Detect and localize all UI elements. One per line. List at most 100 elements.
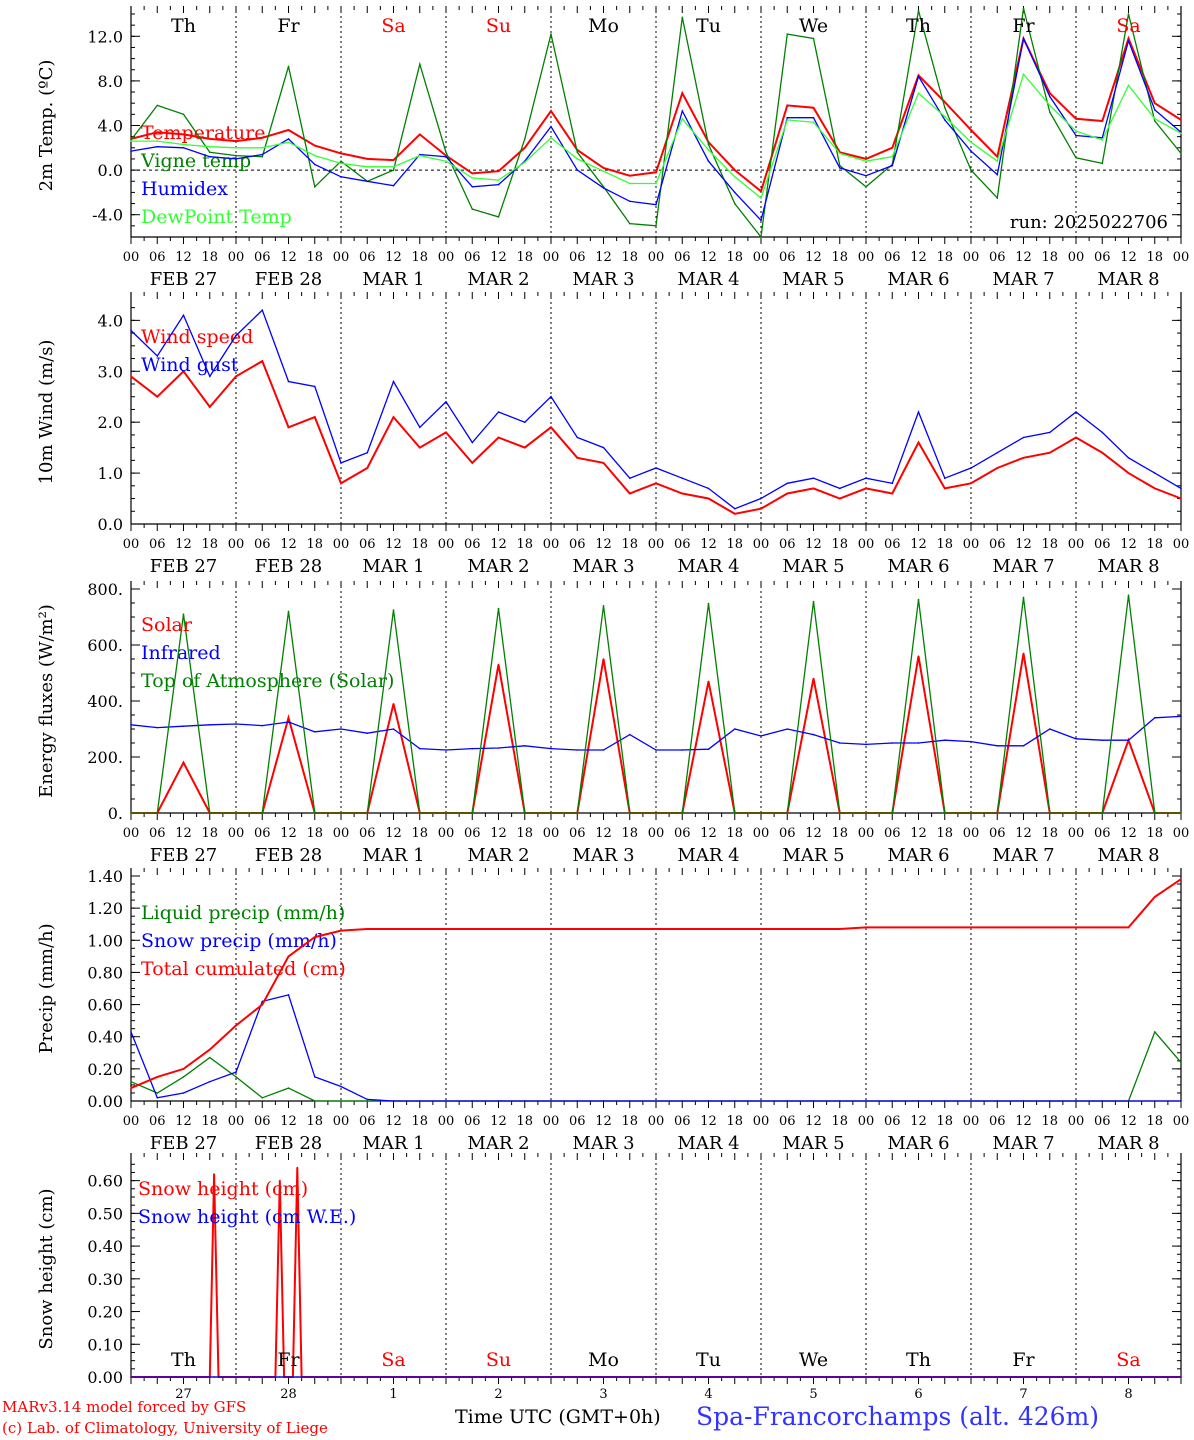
data-point: [340, 482, 342, 485]
hour-tick-label: 12: [280, 826, 297, 841]
data-point: [130, 150, 132, 152]
data-point: [760, 197, 762, 199]
hour-tick-label: 00: [228, 1114, 245, 1129]
hour-tick-label: 18: [1146, 537, 1163, 552]
hour-tick-label: 18: [1146, 826, 1163, 841]
data-point: [865, 160, 867, 162]
data-point: [812, 928, 815, 930]
hour-tick-label: 12: [910, 1114, 927, 1129]
station-label: Spa-Francorchamps (alt. 426m): [696, 1402, 1100, 1431]
hour-tick-label: 00: [228, 826, 245, 841]
y-tick-label: 8.0: [98, 72, 123, 91]
data-point: [1049, 95, 1051, 98]
hour-tick-label: 12: [1120, 826, 1137, 841]
data-point: [209, 724, 211, 726]
data-point: [261, 153, 264, 156]
date-label: MAR 7: [992, 1133, 1054, 1154]
data-point: [550, 125, 552, 128]
y-tick-label: 800.: [87, 580, 123, 599]
hour-tick-label: 18: [201, 826, 218, 841]
data-point: [287, 138, 290, 140]
data-point: [1101, 812, 1104, 814]
data-point: [445, 160, 447, 162]
y-tick-label: 0.80: [87, 963, 123, 982]
data-point: [1127, 84, 1130, 87]
data-point: [340, 1085, 342, 1088]
data-point: [156, 1097, 159, 1099]
data-point: [235, 147, 237, 149]
data-point: [261, 155, 264, 158]
data-point: [1180, 715, 1182, 718]
data-point: [970, 467, 972, 469]
data-point: [287, 610, 290, 613]
data-point: [314, 936, 316, 938]
hour-tick-label: 18: [936, 250, 953, 265]
legend-entry-2: Snow height (cm W.E.): [138, 1206, 356, 1228]
data-point: [786, 116, 789, 119]
date-label: MAR 3: [572, 845, 634, 866]
hour-tick-label: 12: [1015, 826, 1032, 841]
data-point: [314, 416, 316, 418]
day-number-label: 6: [914, 1387, 922, 1402]
hour-tick-label: 18: [516, 250, 533, 265]
data-point: [340, 462, 342, 464]
data-point: [970, 169, 972, 171]
hour-tick-label: 12: [385, 826, 402, 841]
data-point: [366, 1098, 369, 1101]
data-point: [970, 141, 972, 143]
day-of-week-label: We: [799, 1349, 828, 1371]
data-point: [314, 1076, 316, 1078]
data-point: [1075, 436, 1077, 439]
data-point: [287, 955, 290, 958]
data-point: [235, 158, 237, 160]
hour-tick-label: 00: [228, 537, 245, 552]
date-label: MAR 4: [677, 845, 739, 866]
hour-tick-label: 06: [674, 826, 691, 841]
data-point: [471, 177, 474, 179]
hour-tick-label: 00: [123, 826, 140, 841]
data-point: [996, 451, 999, 454]
day-of-week-label: Fr: [1012, 15, 1035, 37]
legend-entry-3: Total cumulated (cm): [141, 958, 346, 980]
hour-tick-label: 12: [805, 826, 822, 841]
data-point: [366, 928, 369, 930]
hour-tick-label: 00: [858, 537, 875, 552]
hour-tick-label: 12: [280, 1114, 297, 1129]
hour-tick-label: 06: [779, 537, 796, 552]
hour-tick-label: 00: [438, 250, 455, 265]
data-point: [1127, 926, 1130, 929]
data-point: [156, 726, 159, 729]
data-point: [419, 63, 421, 65]
data-point: [209, 1376, 211, 1378]
data-point: [1022, 457, 1025, 459]
date-label: MAR 5: [782, 1133, 844, 1154]
legend-entry-1: Solar: [141, 614, 193, 636]
hour-tick-label: 12: [490, 537, 507, 552]
data-point: [366, 158, 369, 160]
data-point: [471, 928, 474, 930]
hour-tick-label: 00: [963, 537, 980, 552]
data-point: [655, 928, 657, 930]
hour-tick-label: 00: [333, 1114, 350, 1129]
data-point: [602, 1100, 605, 1102]
data-point: [445, 1100, 447, 1102]
data-point: [471, 186, 474, 188]
data-point: [1075, 118, 1077, 120]
hour-tick-label: 06: [569, 1114, 586, 1129]
hour-tick-label: 18: [306, 537, 323, 552]
data-point: [287, 721, 290, 723]
data-point: [366, 467, 369, 469]
y-axis-label: 10m Wind (m/s): [36, 340, 57, 485]
data-point: [340, 728, 342, 730]
y-tick-label: 0.0: [98, 515, 123, 534]
hour-tick-label: 12: [280, 250, 297, 265]
data-point: [209, 1056, 211, 1059]
data-point: [235, 334, 237, 337]
day-number-label: 28: [280, 1387, 297, 1402]
hour-tick-label: 12: [1015, 1114, 1032, 1129]
data-point: [392, 609, 395, 611]
data-point: [839, 928, 841, 930]
date-label: MAR 1: [362, 556, 424, 577]
hour-tick-label: 12: [1015, 250, 1032, 265]
date-label: MAR 2: [467, 556, 529, 577]
